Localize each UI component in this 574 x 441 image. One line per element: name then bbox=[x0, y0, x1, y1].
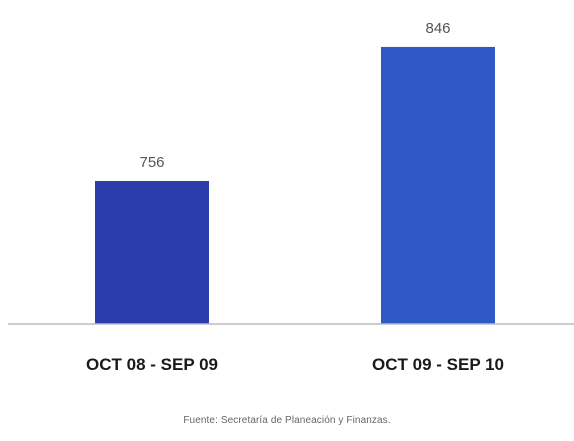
category-label-2: OCT 09 - SEP 10 bbox=[372, 355, 504, 374]
labels-layer: 756 OCT 08 - SEP 09 846 OCT 09 - SEP 10 bbox=[86, 20, 504, 374]
category-label-1: OCT 08 - SEP 09 bbox=[86, 355, 218, 374]
data-label-2: 846 bbox=[425, 20, 450, 37]
bar-1 bbox=[95, 181, 209, 324]
data-label-1: 756 bbox=[139, 154, 164, 171]
bars-layer bbox=[95, 46, 495, 324]
bar-2 bbox=[381, 46, 495, 324]
source-note: Fuente: Secretaría de Planeación y Finan… bbox=[183, 415, 391, 426]
